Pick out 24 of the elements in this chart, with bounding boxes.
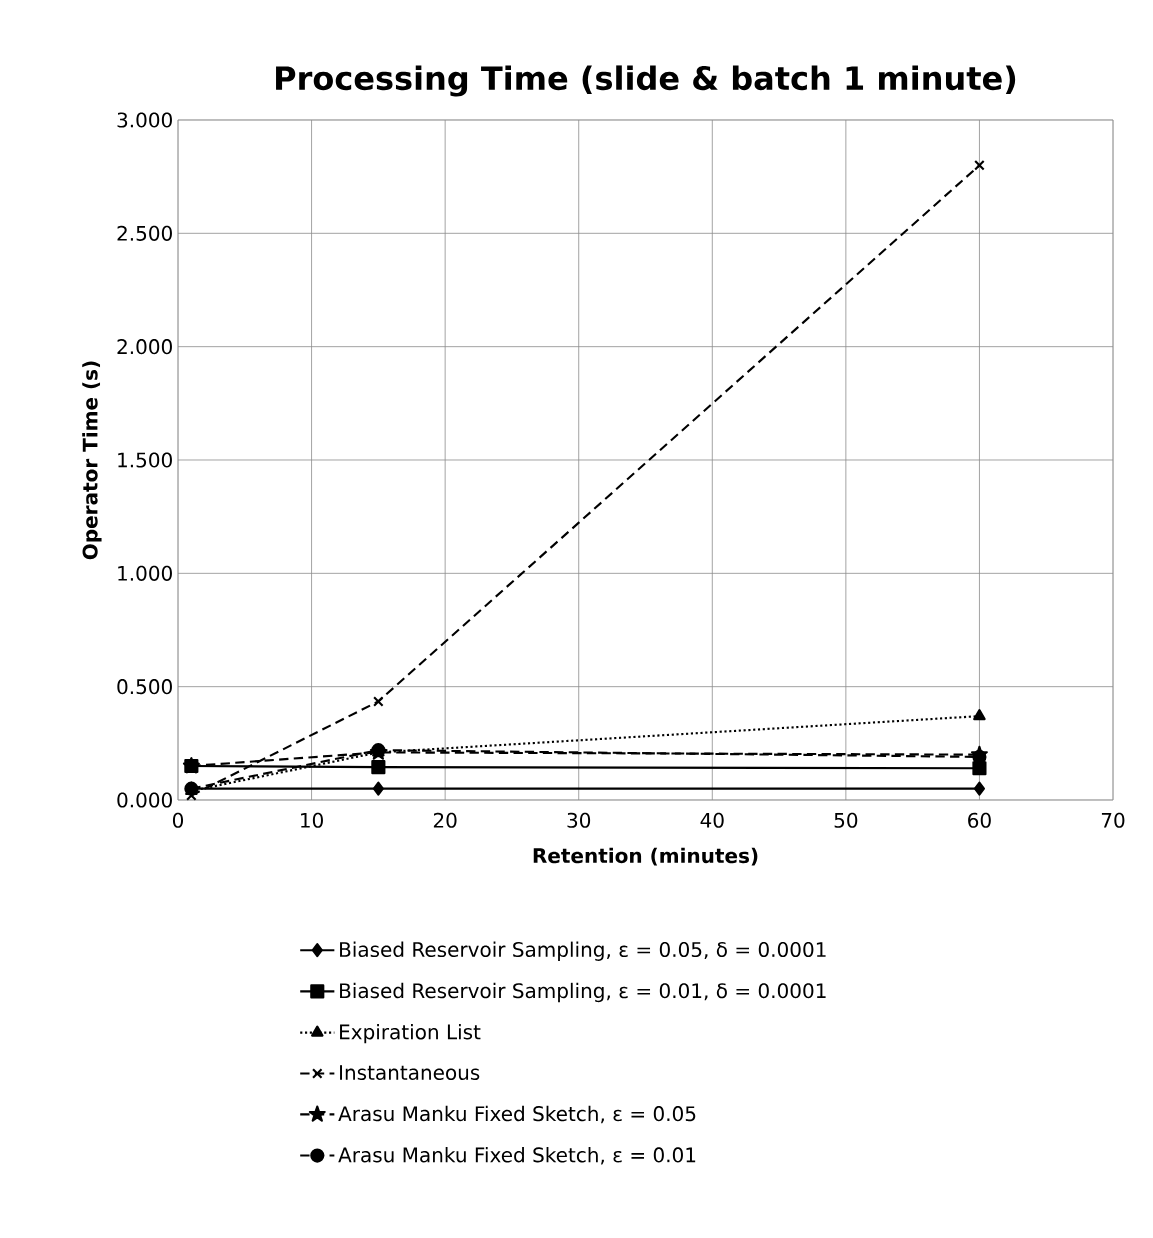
y-tick-label: 2.500 [117, 225, 172, 241]
legend-label: Arasu Manku Fixed Sketch, ε = 0.05 [338, 1105, 696, 1124]
x-tick-label: 60 [968, 812, 991, 828]
x-tick-label: 30 [567, 812, 591, 828]
y-tick-label: 1.500 [118, 452, 172, 468]
legend-label: Instantaneous [340, 1065, 480, 1081]
x-tick-label: 0 [172, 812, 184, 828]
y-tick-label: 1.000 [118, 565, 172, 581]
x-tick-label: 50 [834, 812, 858, 828]
x-tick-label: 20 [433, 812, 457, 828]
chart-title: Processing Time (slide & batch 1 minute) [276, 65, 1016, 97]
legend-label: Expiration List [340, 1024, 481, 1044]
y-tick-label: 0.000 [117, 792, 172, 808]
y-tick-label: 0.500 [117, 679, 172, 695]
x-axis-title: Retention (minutes) [533, 847, 758, 866]
x-tick-label: 70 [1101, 812, 1125, 828]
x-tick-label: 10 [301, 812, 323, 828]
legend-label: Biased Reservoir Sampling, ε = 0.01, δ = 0.0001 [340, 982, 826, 1003]
y-tick-label: 2.000 [117, 339, 172, 355]
x-tick-label: 40 [700, 812, 724, 828]
y-tick-label: 3.000 [117, 112, 172, 128]
legend-label: Biased Reservoir Sampling, ε = 0.05, δ = 0.0001 [340, 941, 826, 961]
y-axis-title: Operator Time (s) [82, 361, 102, 560]
legend-label: Arasu Manku Fixed Sketch, ε = 0.01 [338, 1146, 696, 1165]
